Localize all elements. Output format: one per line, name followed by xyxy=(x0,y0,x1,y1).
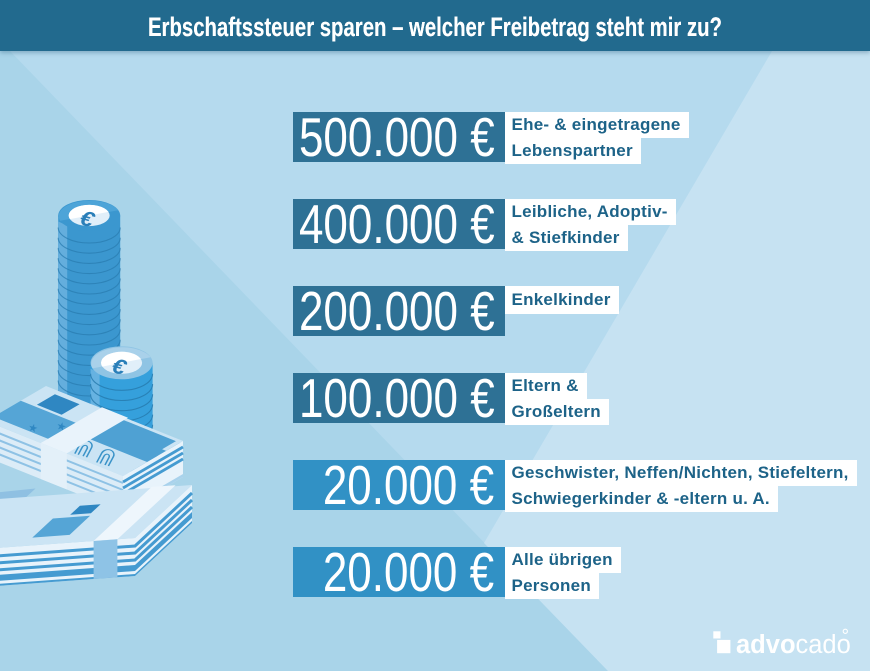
svg-text:advo: advo xyxy=(736,631,796,659)
svg-text:cado: cado xyxy=(796,631,851,659)
svg-text:★: ★ xyxy=(27,422,40,436)
